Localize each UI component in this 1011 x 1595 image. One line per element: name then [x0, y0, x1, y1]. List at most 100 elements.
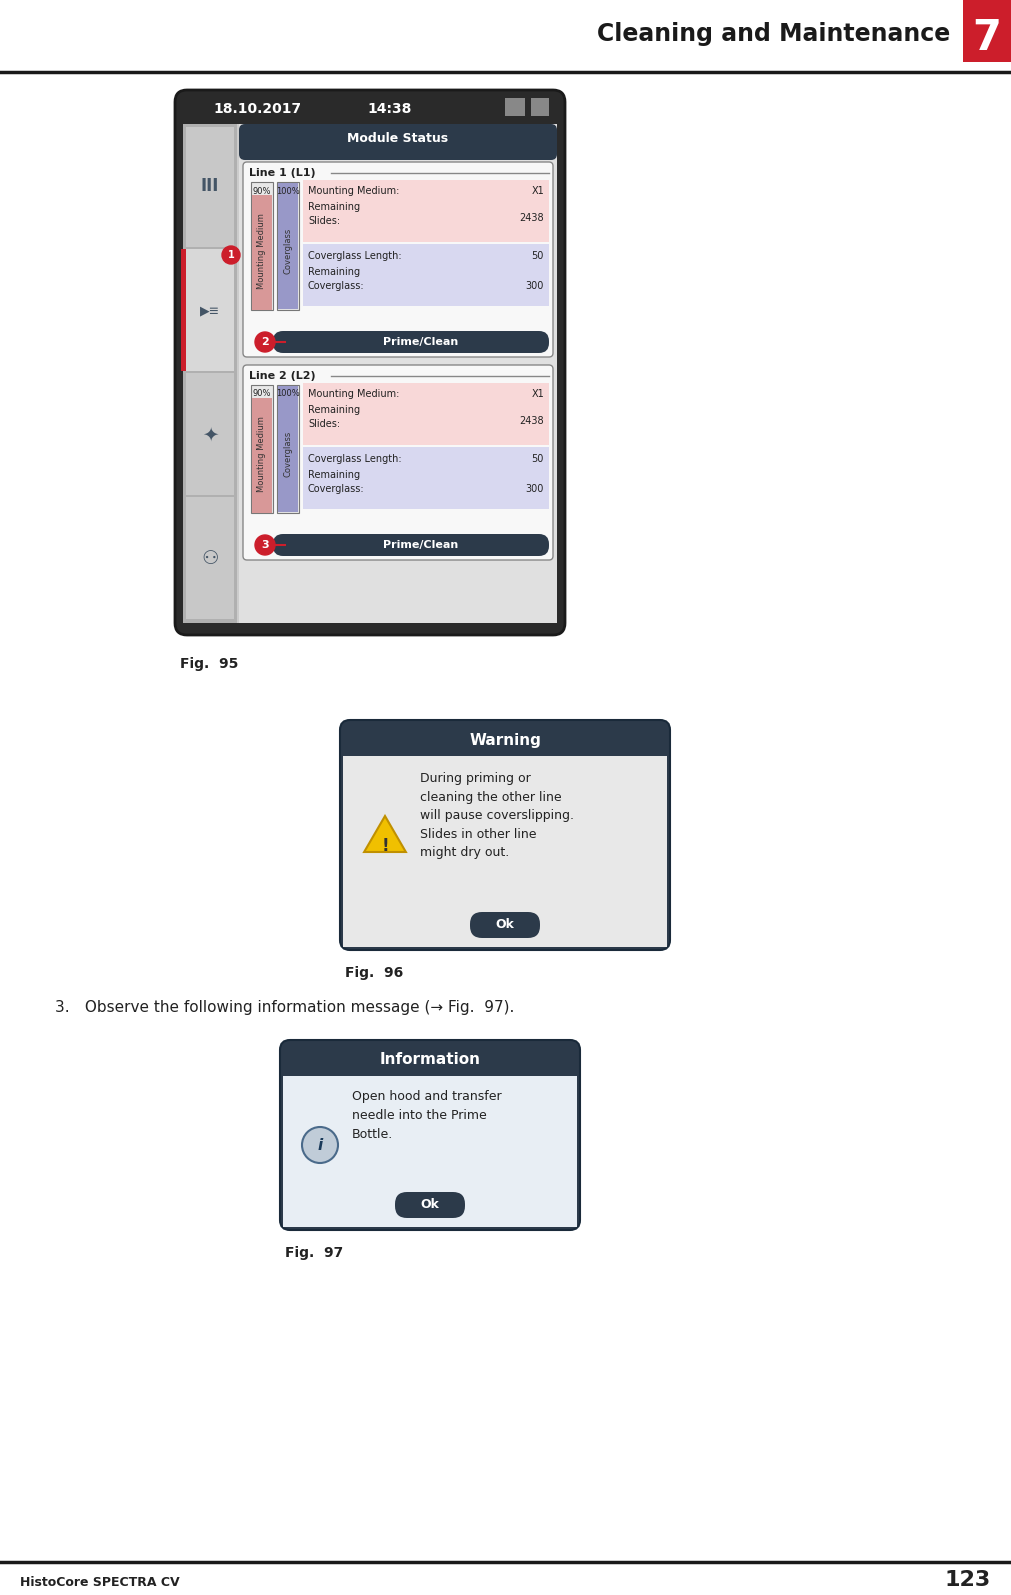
Circle shape [255, 332, 275, 352]
FancyBboxPatch shape [303, 244, 549, 306]
Text: !: ! [381, 837, 389, 855]
Text: 90%: 90% [253, 389, 271, 399]
Text: Coverglass:: Coverglass: [308, 483, 365, 494]
Text: 2438: 2438 [520, 214, 544, 223]
Text: Line 1 (L1): Line 1 (L1) [249, 167, 315, 179]
Text: Coverglass: Coverglass [283, 228, 292, 274]
FancyBboxPatch shape [277, 384, 299, 514]
Text: Remaining: Remaining [308, 203, 360, 212]
FancyBboxPatch shape [251, 182, 273, 309]
Text: 90%: 90% [253, 187, 271, 196]
Text: Mounting Medium:: Mounting Medium: [308, 389, 399, 399]
FancyBboxPatch shape [239, 124, 557, 624]
Text: Mounting Medium: Mounting Medium [258, 416, 267, 491]
Text: 7: 7 [973, 18, 1002, 59]
Text: Coverglass Length:: Coverglass Length: [308, 455, 401, 464]
Text: Prime/Clean: Prime/Clean [383, 541, 459, 550]
FancyBboxPatch shape [395, 1191, 465, 1219]
FancyBboxPatch shape [278, 183, 298, 309]
FancyBboxPatch shape [506, 97, 525, 116]
FancyBboxPatch shape [186, 249, 234, 372]
FancyBboxPatch shape [243, 163, 553, 357]
FancyBboxPatch shape [531, 97, 549, 116]
FancyBboxPatch shape [340, 719, 670, 951]
Text: Fig.  96: Fig. 96 [345, 967, 403, 979]
Text: Open hood and transfer
needle into the Prime
Bottle.: Open hood and transfer needle into the P… [352, 1089, 501, 1140]
Text: Ok: Ok [421, 1198, 440, 1212]
FancyBboxPatch shape [186, 373, 234, 494]
Text: Warning: Warning [469, 732, 541, 748]
Text: Line 2 (L2): Line 2 (L2) [249, 372, 315, 381]
Text: X1: X1 [531, 389, 544, 399]
Text: Prime/Clean: Prime/Clean [383, 337, 459, 348]
Text: 14:38: 14:38 [368, 102, 412, 116]
FancyBboxPatch shape [963, 0, 1011, 62]
FancyBboxPatch shape [186, 498, 234, 619]
FancyBboxPatch shape [183, 124, 557, 624]
FancyBboxPatch shape [273, 332, 549, 352]
FancyBboxPatch shape [278, 386, 298, 512]
Text: Fig.  97: Fig. 97 [285, 1246, 344, 1260]
Text: 100%: 100% [276, 187, 300, 196]
FancyBboxPatch shape [251, 384, 273, 514]
FancyBboxPatch shape [239, 124, 557, 160]
Text: 100%: 100% [276, 389, 300, 399]
Text: 2438: 2438 [520, 416, 544, 426]
FancyBboxPatch shape [187, 93, 553, 126]
FancyBboxPatch shape [303, 447, 549, 509]
Text: 2: 2 [261, 337, 269, 348]
FancyBboxPatch shape [183, 124, 237, 624]
Text: Mounting Medium:: Mounting Medium: [308, 187, 399, 196]
FancyBboxPatch shape [343, 756, 667, 947]
Text: ⚇: ⚇ [201, 550, 218, 568]
FancyBboxPatch shape [186, 128, 234, 247]
FancyBboxPatch shape [470, 912, 540, 938]
Text: 300: 300 [526, 483, 544, 494]
Text: 123: 123 [944, 1569, 991, 1590]
FancyBboxPatch shape [277, 182, 299, 309]
Text: During priming or
cleaning the other line
will pause coverslipping.
Slides in ot: During priming or cleaning the other lin… [420, 772, 574, 860]
Text: Mounting Medium: Mounting Medium [258, 214, 267, 289]
FancyBboxPatch shape [252, 399, 272, 514]
FancyBboxPatch shape [303, 383, 549, 445]
FancyBboxPatch shape [181, 249, 186, 372]
Text: Information: Information [379, 1053, 480, 1067]
FancyBboxPatch shape [350, 723, 660, 756]
Text: 1: 1 [227, 250, 235, 260]
Text: 3: 3 [261, 541, 269, 550]
Text: X1: X1 [531, 187, 544, 196]
Text: 50: 50 [532, 455, 544, 464]
Text: Slides:: Slides: [308, 419, 340, 429]
FancyBboxPatch shape [283, 1077, 577, 1227]
FancyBboxPatch shape [175, 89, 565, 635]
Text: i: i [317, 1137, 323, 1153]
Text: Coverglass Length:: Coverglass Length: [308, 250, 401, 262]
Text: Remaining: Remaining [308, 405, 360, 415]
Text: Coverglass:: Coverglass: [308, 281, 365, 290]
Text: Remaining: Remaining [308, 471, 360, 480]
Text: 18.10.2017: 18.10.2017 [213, 102, 301, 116]
Text: Slides:: Slides: [308, 215, 340, 226]
FancyBboxPatch shape [273, 534, 549, 557]
Circle shape [302, 1128, 338, 1163]
Text: 50: 50 [532, 250, 544, 262]
Text: Coverglass: Coverglass [283, 431, 292, 477]
Text: Cleaning and Maintenance: Cleaning and Maintenance [596, 22, 950, 46]
Text: HistoCore SPECTRA CV: HistoCore SPECTRA CV [20, 1576, 180, 1589]
FancyBboxPatch shape [243, 365, 553, 560]
Text: III: III [201, 177, 219, 195]
Text: 3. Observe the following information message (→ Fig.  97).: 3. Observe the following information mes… [55, 1000, 515, 1014]
Circle shape [222, 246, 240, 265]
Circle shape [255, 534, 275, 555]
FancyBboxPatch shape [252, 195, 272, 309]
Text: Remaining: Remaining [308, 266, 360, 278]
Text: Ok: Ok [495, 919, 515, 931]
Text: Fig.  95: Fig. 95 [180, 657, 239, 671]
Polygon shape [364, 817, 405, 852]
FancyBboxPatch shape [290, 1042, 570, 1077]
Text: 300: 300 [526, 281, 544, 290]
Text: Module Status: Module Status [348, 132, 449, 145]
Text: ✦: ✦ [202, 426, 218, 445]
FancyBboxPatch shape [280, 1040, 580, 1230]
Text: ▶≡: ▶≡ [200, 305, 220, 317]
